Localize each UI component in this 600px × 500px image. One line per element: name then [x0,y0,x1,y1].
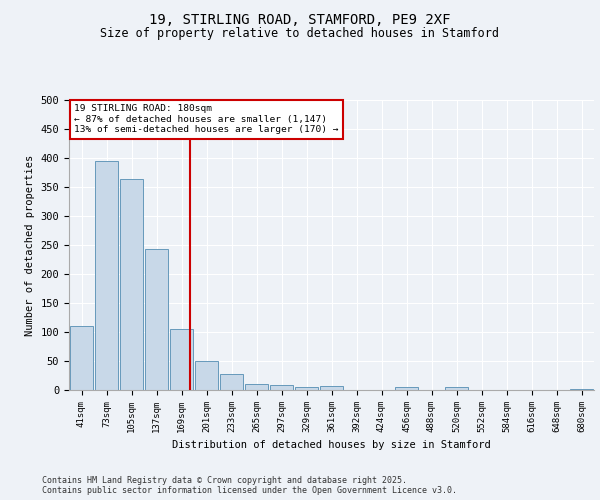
Text: Size of property relative to detached houses in Stamford: Size of property relative to detached ho… [101,28,499,40]
Bar [95,161,118,390]
Bar [445,386,469,390]
Bar [269,386,293,390]
Bar [145,249,169,390]
Text: 19 STIRLING ROAD: 180sqm
← 87% of detached houses are smaller (1,147)
13% of sem: 19 STIRLING ROAD: 180sqm ← 87% of detach… [74,104,339,134]
Text: Contains HM Land Registry data © Crown copyright and database right 2025.
Contai: Contains HM Land Registry data © Crown c… [42,476,457,495]
Bar [220,374,244,390]
Text: 19, STIRLING ROAD, STAMFORD, PE9 2XF: 19, STIRLING ROAD, STAMFORD, PE9 2XF [149,12,451,26]
Bar [245,384,268,390]
Y-axis label: Number of detached properties: Number of detached properties [25,154,35,336]
X-axis label: Distribution of detached houses by size in Stamford: Distribution of detached houses by size … [172,440,491,450]
Bar [320,386,343,390]
Bar [170,329,193,390]
Bar [295,387,319,390]
Bar [70,326,94,390]
Bar [119,180,143,390]
Bar [194,361,218,390]
Bar [395,387,418,390]
Bar [569,389,593,390]
